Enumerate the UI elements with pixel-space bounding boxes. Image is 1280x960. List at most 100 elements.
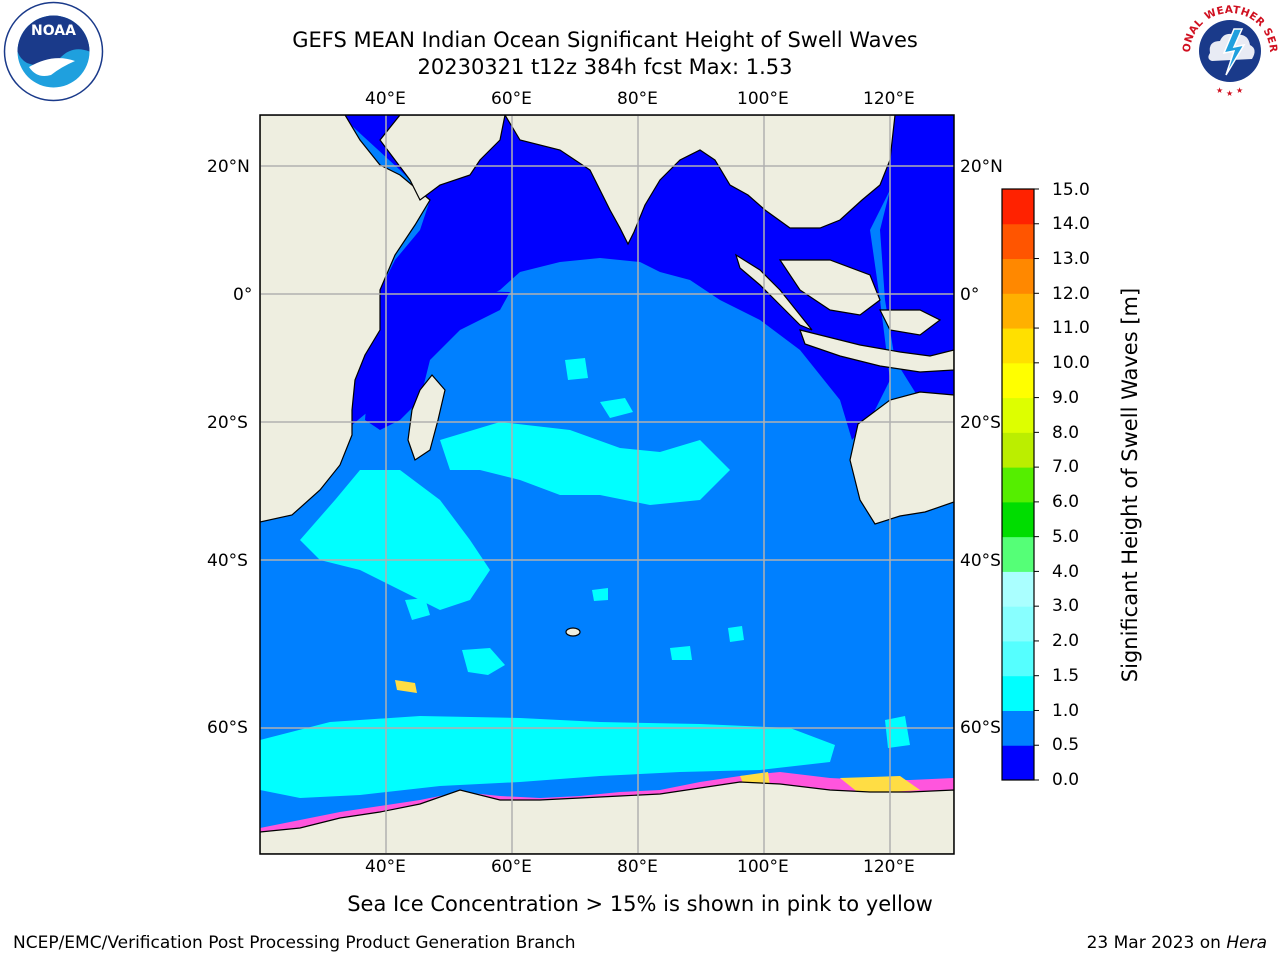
colorbar-tick: 13.0 xyxy=(1052,249,1090,269)
noaa-logo-icon: NOAA xyxy=(3,1,104,102)
nws-logo-icon: NATIONAL WEATHER SERVICE ★ ★ ★ xyxy=(1180,1,1279,99)
colorbar-swatch xyxy=(1002,432,1034,468)
lon-label-top-100e: 100°E xyxy=(737,89,789,109)
colorbar-tick: 0.5 xyxy=(1052,735,1080,755)
map-subtitle: 20230321 t12z 384h fcst Max: 1.53 xyxy=(417,55,793,79)
footer-credit: NCEP/EMC/Verification Post Processing Pr… xyxy=(13,933,576,953)
high-swell-region xyxy=(260,358,910,798)
landmass xyxy=(407,374,446,461)
colorbar-tick: 15.0 xyxy=(1052,180,1090,200)
colorbar-swatch xyxy=(1002,397,1034,433)
colorbar-tick: 7.0 xyxy=(1052,457,1080,477)
lon-label-bottom-80e: 80°E xyxy=(617,857,658,877)
lat-label-left-40s: 40°S xyxy=(207,551,248,571)
map-frame xyxy=(259,114,955,855)
sea-ice-high xyxy=(395,680,417,693)
land-mask xyxy=(260,115,954,854)
colorbar-tick: 2.0 xyxy=(1052,631,1080,651)
island xyxy=(565,627,581,637)
colorbar-frame xyxy=(1001,188,1035,781)
colorbar-tick: 0.0 xyxy=(1052,770,1080,790)
graticule xyxy=(260,115,954,854)
high-swell-area xyxy=(565,358,588,380)
noaa-logo-text: NOAA xyxy=(31,23,76,39)
lat-label-right-20n: 20°N xyxy=(960,157,1003,177)
landmass xyxy=(799,329,954,373)
footer-date: 23 Mar 2023 on Hera xyxy=(1087,933,1267,953)
colorbar-swatch xyxy=(1002,606,1034,642)
lat-label-left-60s: 60°S xyxy=(207,718,248,738)
colorbar-swatch xyxy=(1002,640,1034,677)
colorbar-tick: 10.0 xyxy=(1052,353,1090,373)
lat-label-right-60s: 60°S xyxy=(960,718,1001,738)
colorbar-swatch xyxy=(1002,328,1034,364)
lat-label-right-20s: 20°S xyxy=(960,413,1001,433)
colorbar-tick: 1.5 xyxy=(1052,666,1080,686)
sea-ice-high xyxy=(840,776,920,794)
colorbar-tick: 6.0 xyxy=(1052,492,1080,512)
lon-label-top-80e: 80°E xyxy=(617,89,658,109)
colorbar-tick: 14.0 xyxy=(1052,214,1090,234)
sea-ice-note: Sea Ice Concentration > 15% is shown in … xyxy=(347,892,933,916)
colorbar-swatch xyxy=(1002,710,1034,746)
high-swell-area xyxy=(600,398,633,418)
colorbar-swatch xyxy=(1002,675,1034,711)
colorbar-swatch xyxy=(1002,362,1034,399)
colorbar-swatch xyxy=(1002,467,1034,503)
footer-host: Hera xyxy=(1226,933,1267,953)
high-swell-area xyxy=(728,626,744,642)
high-swell-area xyxy=(885,716,910,748)
colorbar-tick: 11.0 xyxy=(1052,318,1090,338)
colorbar-tick: 8.0 xyxy=(1052,423,1080,443)
map-title: GEFS MEAN Indian Ocean Significant Heigh… xyxy=(292,28,918,52)
colorbar-tick: 3.0 xyxy=(1052,596,1080,616)
colorbar-swatch xyxy=(1002,293,1034,329)
low-swell-area xyxy=(880,115,954,420)
landmass xyxy=(260,781,954,854)
high-swell-area xyxy=(670,646,692,660)
lon-label-top-60e: 60°E xyxy=(491,89,532,109)
lon-label-bottom-40e: 40°E xyxy=(365,857,406,877)
colorbar-swatch xyxy=(1002,223,1034,260)
lon-label-top-40e: 40°E xyxy=(365,89,406,109)
colorbar-swatch xyxy=(1002,571,1034,607)
lat-label-left-0: 0° xyxy=(233,285,253,305)
lat-label-left-20s: 20°S xyxy=(207,413,248,433)
svg-text:★: ★ xyxy=(1226,89,1233,98)
svg-text:★: ★ xyxy=(1236,86,1243,95)
colorbar xyxy=(1002,188,1039,781)
landmass xyxy=(879,309,942,336)
colorbar-tick: 4.0 xyxy=(1052,562,1080,582)
low-swell-area xyxy=(365,290,510,430)
lon-label-bottom-120e: 120°E xyxy=(863,857,915,877)
high-swell-area xyxy=(260,716,835,798)
high-swell-area xyxy=(592,588,608,601)
landmass xyxy=(260,115,431,523)
svg-text:★: ★ xyxy=(1216,86,1223,95)
colorbar-tick: 9.0 xyxy=(1052,388,1080,408)
lat-label-left-20n: 20°N xyxy=(207,157,250,177)
colorbar-tick: 5.0 xyxy=(1052,527,1080,547)
high-swell-area xyxy=(462,648,505,675)
landmass xyxy=(849,391,954,525)
colorbar-swatch xyxy=(1002,536,1034,572)
high-swell-area xyxy=(405,598,430,620)
lon-label-bottom-100e: 100°E xyxy=(737,857,789,877)
colorbar-tick: 12.0 xyxy=(1052,284,1090,304)
lat-label-right-0: 0° xyxy=(960,285,980,305)
landmass xyxy=(504,115,896,246)
lon-label-top-120e: 120°E xyxy=(863,89,915,109)
colorbar-swatch xyxy=(1002,745,1034,781)
landmass xyxy=(734,253,813,331)
colorbar-label: Significant Height of Swell Waves [m] xyxy=(1118,287,1142,683)
footer-date-text: 23 Mar 2023 on xyxy=(1086,933,1227,953)
lat-label-right-40s: 40°S xyxy=(960,551,1001,571)
colorbar-swatch xyxy=(1002,258,1034,294)
landmass xyxy=(379,115,506,201)
lon-label-bottom-60e: 60°E xyxy=(491,857,532,877)
colorbar-swatch xyxy=(1002,501,1034,538)
colorbar-tick: 1.0 xyxy=(1052,701,1080,721)
high-swell-area xyxy=(300,470,490,610)
colorbar-swatch xyxy=(1002,189,1034,225)
